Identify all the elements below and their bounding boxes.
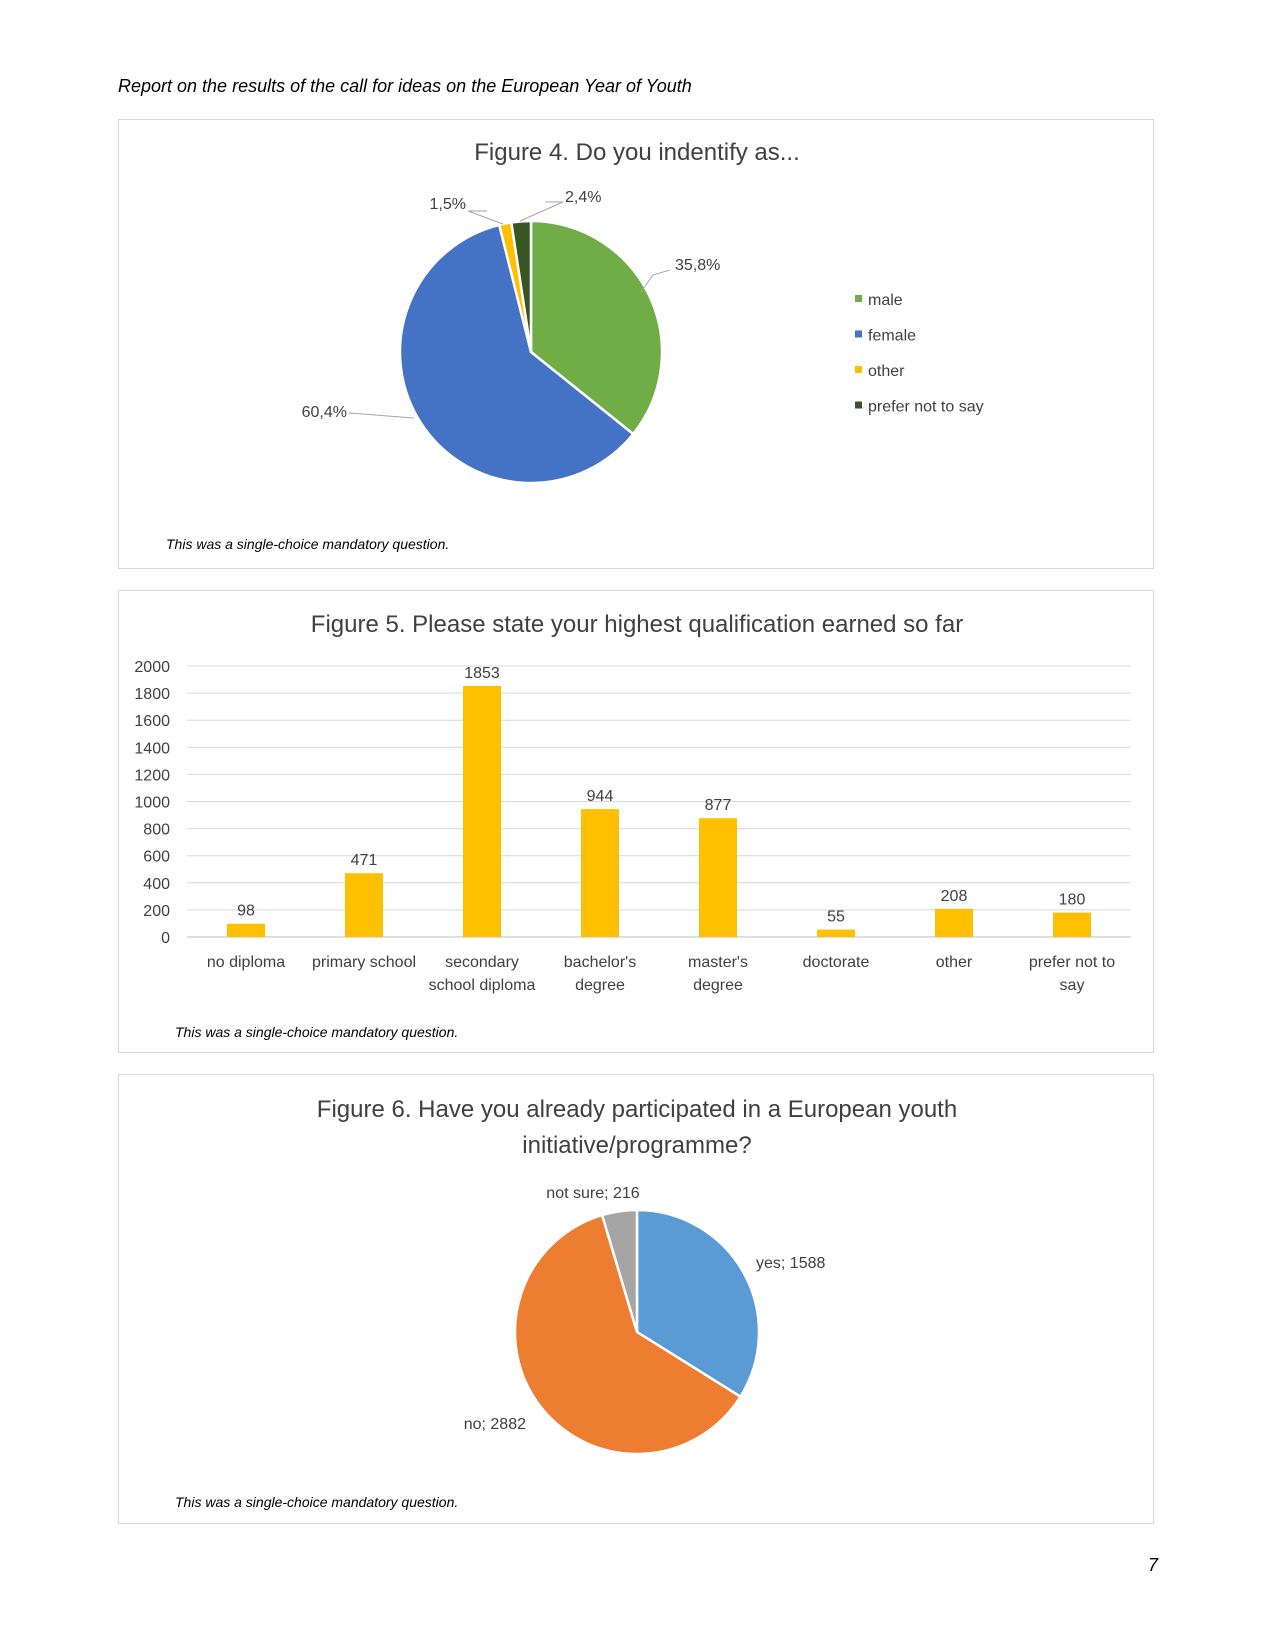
y-tick-label: 1800 (134, 686, 170, 703)
bar-value-label: 98 (237, 903, 255, 920)
y-tick-label: 1200 (134, 767, 170, 784)
bar-value-label: 471 (351, 852, 378, 869)
legend-label: female (868, 328, 916, 345)
y-tick-label: 800 (143, 822, 170, 839)
y-tick-label: 1400 (134, 740, 170, 757)
legend-swatch (855, 401, 862, 409)
bar (581, 809, 619, 937)
y-tick-label: 400 (143, 876, 170, 893)
page-number: 7 (1148, 1555, 1159, 1575)
figure-6-frame (118, 1074, 1154, 1524)
y-tick-label: 200 (143, 903, 170, 920)
bar-value-label: 944 (587, 788, 614, 805)
y-tick-label: 600 (143, 849, 170, 866)
bar (227, 923, 265, 937)
y-tick-label: 2000 (134, 659, 170, 676)
bar-value-label: 180 (1059, 892, 1086, 909)
data-label: 35,8% (675, 257, 720, 274)
leader-line (640, 269, 671, 293)
legend-swatch (855, 330, 862, 338)
legend-label: male (868, 292, 903, 309)
pie-slice-female (398, 223, 635, 485)
pie-slice-male (529, 219, 664, 436)
leader-line (348, 412, 415, 419)
bar (699, 818, 737, 937)
pie-slice-not-sure (600, 1208, 639, 1333)
x-tick-label: prefer not to (1029, 954, 1115, 971)
bar-value-label: 1853 (464, 665, 500, 682)
chart-title: Figure 4. Do you indentify as... (474, 139, 800, 166)
figure-note: This was a single-choice mandatory quest… (175, 1024, 458, 1040)
x-tick-label: primary school (312, 954, 416, 971)
x-tick-label: bachelor's (564, 954, 636, 971)
legend-label: other (868, 363, 905, 380)
x-tick-label: school diploma (429, 977, 536, 994)
figure-4-frame (118, 119, 1154, 569)
chart-title: Figure 5. Please state your highest qual… (311, 611, 963, 638)
bar-value-label: 208 (941, 888, 968, 905)
x-tick-label: doctorate (803, 954, 870, 971)
figure-note: This was a single-choice mandatory quest… (166, 536, 449, 552)
data-label: 2,4% (565, 189, 601, 206)
bar (345, 873, 383, 937)
leader-line (467, 210, 504, 225)
x-tick-label: no diploma (207, 954, 285, 971)
legend-swatch (855, 366, 862, 373)
legend-swatch (855, 295, 862, 302)
x-tick-label: master's (688, 954, 748, 971)
pie-slice-prefer-not-to-say (509, 219, 533, 353)
data-label: 1,5% (430, 196, 466, 213)
figure-note: This was a single-choice mandatory quest… (175, 1494, 458, 1510)
bar-value-label: 877 (705, 797, 732, 814)
x-tick-label: say (1060, 977, 1085, 994)
data-label: no; 2882 (464, 1416, 526, 1433)
bar (463, 685, 501, 937)
x-tick-label: degree (575, 977, 625, 994)
x-tick-label: other (936, 954, 973, 971)
data-label: not sure; 216 (546, 1185, 640, 1202)
bar-value-label: 55 (827, 909, 845, 926)
y-tick-label: 1600 (134, 713, 170, 730)
leader-line (519, 201, 564, 222)
x-tick-label: degree (693, 977, 743, 994)
bar (817, 929, 855, 937)
chart-title: Figure 6. Have you already participated … (317, 1096, 957, 1123)
x-tick-label: secondary (445, 954, 519, 971)
data-label: 60,4% (302, 404, 347, 421)
figure-5-frame (118, 590, 1154, 1053)
y-tick-label: 1000 (134, 795, 170, 812)
chart-title: initiative/programme? (522, 1132, 751, 1159)
data-label: yes; 1588 (756, 1255, 825, 1272)
bar (935, 908, 973, 937)
y-tick-label: 0 (161, 930, 170, 947)
report-header: Report on the results of the call for id… (118, 76, 692, 96)
legend-label: prefer not to say (868, 399, 984, 416)
bar (1053, 912, 1091, 937)
pie-slice-no (513, 1213, 743, 1456)
